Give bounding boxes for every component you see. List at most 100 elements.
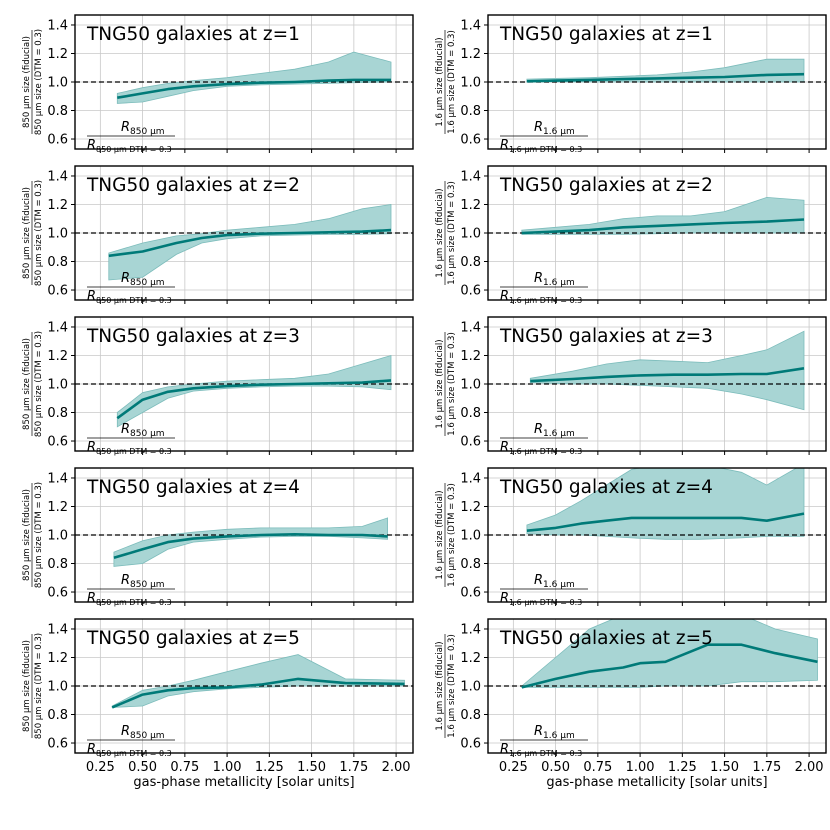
ratio-denominator-subscript: 850 μm DTM = 0.3: [96, 447, 172, 456]
y-tick-label: 0.6: [47, 435, 68, 450]
panel-850um-z5: 0.6 0.8 1.0 1.2 1.4 0.25 0.50 0.75 1.00 1.25 1.50 1…: [22, 618, 414, 790]
ratio-denominator-subscript: 1.6 μm DTM = 0.3: [509, 447, 582, 456]
y-tick-label: 0.8: [47, 406, 68, 421]
y-axis-label: 1.6 μm size (fiducial) 1.6 μm size (DTM =…: [435, 332, 457, 436]
data-layer: [75, 517, 413, 567]
ratio-denominator-symbol: R: [87, 289, 96, 304]
grid: [488, 15, 826, 149]
y-tick-label: 1.2: [460, 651, 481, 666]
ratio-denominator-symbol: R: [500, 289, 509, 304]
y-label-denominator: 1.6 μm size (DTM = 0.3): [447, 30, 457, 134]
x-axis-label: gas-phase metallicity [solar units]: [546, 775, 767, 790]
y-tick-label: 1.0: [460, 227, 481, 242]
panel-title: TNG50 galaxies at z=3: [86, 326, 300, 347]
ratio-numerator-symbol: R: [534, 573, 543, 588]
ratio-denominator: R850 μm DTM = 0.3: [87, 289, 172, 305]
panel-title: TNG50 galaxies at z=3: [499, 326, 713, 347]
ratio-numerator-subscript: 1.6 μm: [543, 429, 575, 439]
y-tick-label: 1.4: [460, 18, 481, 33]
y-tick-label: 1.4: [47, 169, 68, 184]
ratio-numerator: R1.6 μm: [534, 573, 575, 590]
y-tick-label: 1.0: [47, 76, 68, 91]
ratio-numerator-symbol: R: [534, 422, 543, 437]
panel-1.6um-z2: 0.6 0.8 1.0 1.2 1.4 TNG50 galaxies at z=2 1.6 …: [435, 165, 827, 305]
y-tick-label: 1.0: [47, 680, 68, 695]
y-tick-label: 0.8: [460, 255, 481, 270]
ratio-numerator-subscript: 1.6 μm: [543, 731, 575, 741]
ratio-denominator: R1.6 μm DTM = 0.3: [500, 742, 582, 758]
y-tick-label: 0.8: [460, 557, 481, 572]
median-line: [526, 72, 805, 83]
y-tick-label: 0.6: [460, 737, 481, 752]
data-layer: [488, 58, 826, 83]
ratio-numerator-symbol: R: [121, 120, 130, 135]
ratio-numerator: R1.6 μm: [534, 120, 575, 137]
y-tick-label: 1.0: [460, 378, 481, 393]
y-tick-label: 0.6: [460, 435, 481, 450]
data-layer: [75, 204, 413, 281]
x-tick-label: 0.75: [170, 760, 199, 775]
ratio-numerator: R1.6 μm: [534, 724, 575, 741]
x-tick-label: 1.75: [339, 760, 368, 775]
y-axis-label: 1.6 μm size (fiducial) 1.6 μm size (DTM =…: [435, 30, 457, 134]
ratio-numerator-subscript: 850 μm: [130, 731, 165, 741]
median-line: [117, 78, 391, 99]
panel-1.6um-z5: 0.6 0.8 1.0 1.2 1.4 0.25 0.50 0.75 1.00 1.25 1.50 1…: [435, 618, 827, 790]
scatter-band: [529, 330, 805, 411]
y-label-denominator: 1.6 μm size (DTM = 0.3): [447, 332, 457, 436]
data-layer: [488, 330, 826, 411]
median-line: [111, 677, 405, 709]
panel-1.6um-z1: 0.6 0.8 1.0 1.2 1.4 TNG50 galaxies at z=1 1.6 …: [435, 14, 827, 154]
ratio-numerator-subscript: 1.6 μm: [543, 278, 575, 288]
y-label-numerator: 1.6 μm size (fiducial): [435, 188, 445, 277]
y-tick-label: 0.8: [460, 708, 481, 723]
ratio-denominator: R1.6 μm DTM = 0.3: [500, 289, 582, 305]
scatter-band: [108, 204, 392, 281]
ratio-denominator: R1.6 μm DTM = 0.3: [500, 591, 582, 607]
y-tick-label: 0.8: [47, 255, 68, 270]
ratio-denominator-subscript: 850 μm DTM = 0.3: [96, 145, 172, 154]
data-layer: [488, 196, 826, 235]
data-layer: [488, 619, 826, 689]
data-layer: [488, 468, 826, 540]
y-label-denominator: 850 μm size (DTM = 0.3): [34, 482, 44, 588]
ratio-denominator: R1.6 μm DTM = 0.3: [500, 440, 582, 456]
ratio-denominator-symbol: R: [87, 440, 96, 455]
panel-title: TNG50 galaxies at z=5: [499, 628, 713, 649]
median-line: [526, 512, 805, 532]
panel-1.6um-z3: 0.6 0.8 1.0 1.2 1.4 TNG50 galaxies at z=3 1.6 …: [435, 316, 827, 456]
ratio-denominator-symbol: R: [87, 138, 96, 153]
y-label-denominator: 850 μm size (DTM = 0.3): [34, 180, 44, 286]
ratio-denominator: R850 μm DTM = 0.3: [87, 440, 172, 456]
y-tick-label: 1.0: [460, 76, 481, 91]
panel-title: TNG50 galaxies at z=1: [86, 24, 300, 45]
scatter-band: [113, 517, 388, 567]
ratio-denominator-subscript: 850 μm DTM = 0.3: [96, 598, 172, 607]
y-label-numerator: 1.6 μm size (fiducial): [435, 490, 445, 579]
y-tick-label: 0.6: [47, 737, 68, 752]
y-label-denominator: 850 μm size (DTM = 0.3): [34, 331, 44, 437]
y-axis-label: 850 μm size (fiducial) 850 μm size (DTM =…: [22, 633, 44, 739]
x-tick-label: 1.25: [255, 760, 284, 775]
median-line: [113, 533, 388, 560]
ratio-denominator-subscript: 850 μm DTM = 0.3: [96, 296, 172, 305]
y-tick-label: 1.4: [47, 18, 68, 33]
ratio-denominator-symbol: R: [500, 591, 509, 606]
y-tick-label: 0.8: [460, 406, 481, 421]
y-label-numerator: 1.6 μm size (fiducial): [435, 641, 445, 730]
ratio-numerator-symbol: R: [121, 422, 130, 437]
y-tick-label: 1.0: [460, 529, 481, 544]
y-tick-label: 1.4: [47, 320, 68, 335]
ratio-numerator-symbol: R: [534, 724, 543, 739]
ratio-numerator: R1.6 μm: [534, 422, 575, 439]
ratio-numerator-symbol: R: [121, 271, 130, 286]
y-axis-label: 1.6 μm size (fiducial) 1.6 μm size (DTM =…: [435, 483, 457, 587]
y-tick-label: 0.8: [460, 104, 481, 119]
ratio-numerator-subscript: 1.6 μm: [543, 127, 575, 137]
y-tick-label: 0.8: [47, 708, 68, 723]
